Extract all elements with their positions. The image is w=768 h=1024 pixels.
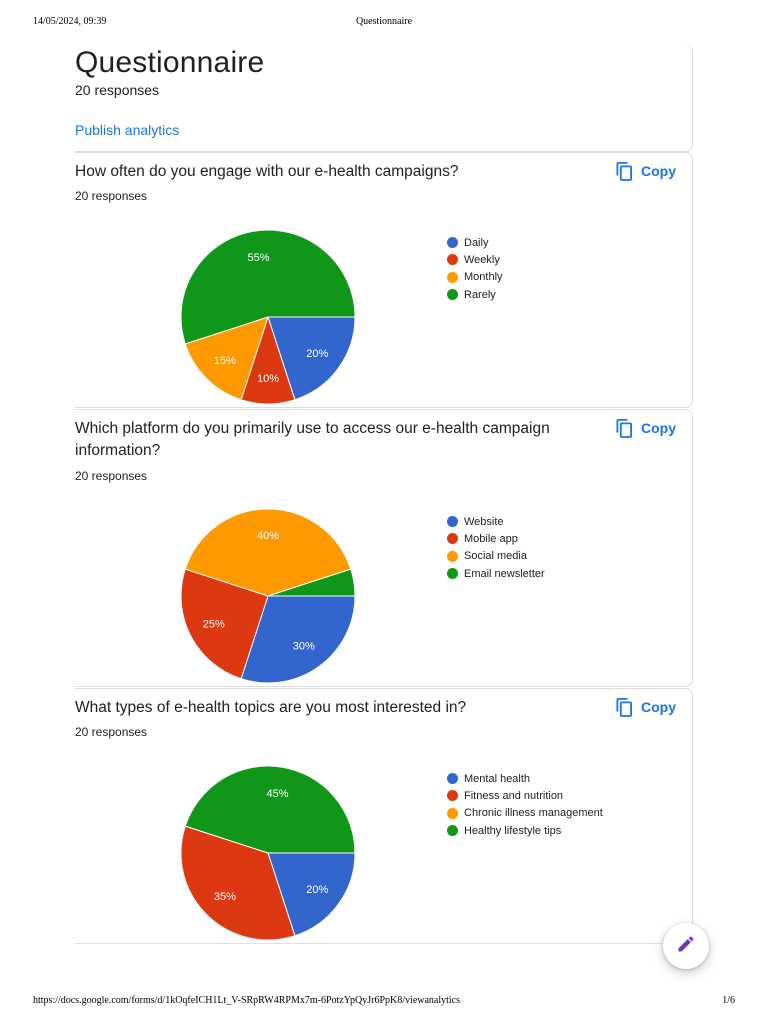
legend-swatch: [447, 254, 458, 266]
legend-swatch: [447, 237, 458, 249]
legend-label: Chronic illness management: [464, 807, 603, 820]
pie-slice-label: 15%: [214, 355, 236, 367]
legend-item[interactable]: Chronic illness management: [447, 805, 603, 822]
legend-item[interactable]: Weekly: [447, 251, 503, 268]
pie-slice-mental-health[interactable]: [267, 852, 356, 937]
print-title: Questionnaire: [355, 16, 413, 27]
pie-slice-daily[interactable]: [267, 316, 356, 401]
pie-slice-fitness-and-nutrition[interactable]: [180, 825, 296, 941]
pie-slice-mobile-app[interactable]: [180, 568, 269, 680]
legend-label: Weekly: [464, 253, 500, 266]
legend-label: Rarely: [464, 288, 496, 301]
question-response-count: 20 responses: [75, 725, 148, 739]
question-response-count: 20 responses: [75, 189, 148, 203]
legend-swatch: [447, 516, 458, 528]
page-number: 1/6: [722, 995, 735, 1006]
pie-slice-label: 20%: [306, 884, 328, 896]
legend-item[interactable]: Daily: [447, 234, 503, 251]
legend-swatch: [447, 790, 458, 802]
pie-chart: 30% 25% 40%: [180, 508, 356, 684]
pie-slice-label: 20%: [306, 348, 328, 360]
copy-icon: [615, 161, 633, 182]
legend-swatch: [447, 289, 458, 301]
pie-slice-label: 40%: [257, 530, 279, 542]
pie-slice-label: 10%: [257, 373, 279, 385]
question-title: How often do you engage with our e-healt…: [75, 163, 459, 180]
pie-slice-label: 30%: [293, 640, 315, 652]
chart-legend: Website Mobile app Social media Email newsl…: [447, 513, 545, 582]
pie-chart: 20% 35% 45%: [180, 765, 356, 941]
copy-label: Copy: [641, 420, 676, 436]
legend-item[interactable]: Mental health: [447, 770, 603, 787]
pie-slice-email-newsletter[interactable]: [267, 568, 356, 597]
legend-swatch: [447, 773, 458, 785]
form-response-count: 20 responses: [75, 82, 160, 98]
legend-item[interactable]: Fitness and nutrition: [447, 787, 603, 804]
legend-label: Fitness and nutrition: [464, 789, 564, 802]
print-footer: https://docs.google.com/forms/d/1kOqfeIC…: [0, 995, 768, 1009]
legend-label: Mobile app: [464, 532, 518, 545]
legend-label: Mental health: [464, 772, 531, 785]
pie-slice-website[interactable]: [240, 595, 356, 684]
copy-label: Copy: [641, 163, 676, 179]
copy-icon: [615, 418, 633, 439]
legend-swatch: [447, 533, 458, 545]
question-response-count: 20 responses: [75, 469, 148, 483]
pie-slice-healthy-lifestyle-tips[interactable]: [184, 765, 356, 854]
chart-legend: Mental health Fitness and nutrition Chroni…: [447, 770, 603, 839]
pie-slice-label: 55%: [247, 252, 269, 264]
question-card-1: How often do you engage with our e-healt…: [75, 152, 693, 408]
pencil-icon: [676, 934, 696, 959]
publish-analytics-link[interactable]: Publish analytics: [75, 122, 180, 138]
legend-label: Monthly: [464, 271, 503, 284]
form-header-card: Questionnaire 20 responses Publish analy…: [75, 44, 693, 152]
legend-label: Daily: [464, 236, 489, 249]
pie-slice-label: 25%: [203, 619, 225, 631]
print-header: 14/05/2024, 09:39 Questionnaire: [0, 16, 768, 30]
legend-swatch: [447, 568, 458, 580]
legend-label: Healthy lifestyle tips: [464, 824, 562, 837]
copy-label: Copy: [641, 699, 676, 715]
legend-swatch: [447, 271, 458, 283]
copy-chart-button[interactable]: Copy: [615, 416, 676, 440]
legend-item[interactable]: Email newsletter: [447, 565, 545, 582]
question-card-2: Which platform do you primarily use to a…: [75, 409, 693, 687]
copy-chart-button[interactable]: Copy: [615, 159, 676, 183]
pie-chart: 20% 10% 15% 55%: [180, 229, 356, 405]
legend-item[interactable]: Social media: [447, 548, 545, 565]
legend-label: Social media: [464, 550, 527, 563]
copy-icon: [615, 697, 633, 718]
legend-swatch: [447, 807, 458, 819]
copy-chart-button[interactable]: Copy: [615, 695, 676, 719]
pie-slice-label: 35%: [214, 891, 236, 903]
print-datetime: 14/05/2024, 09:39: [33, 16, 107, 27]
pie-slice-social-media[interactable]: [184, 508, 352, 597]
legend-item[interactable]: Mobile app: [447, 530, 545, 547]
edit-fab-button[interactable]: [663, 923, 709, 969]
form-title: Questionnaire: [75, 46, 265, 79]
legend-swatch: [447, 550, 458, 562]
question-title: What types of e-health topics are you mo…: [75, 699, 467, 716]
page-url: https://docs.google.com/forms/d/1kOqfeIC…: [33, 995, 461, 1006]
pie-slice-label: 45%: [267, 788, 289, 800]
legend-item[interactable]: Monthly: [447, 269, 503, 286]
question-title: Which platform do you primarily use to a…: [75, 420, 550, 459]
legend-item[interactable]: Website: [447, 513, 545, 530]
legend-label: Email newsletter: [464, 567, 545, 580]
question-card-3: What types of e-health topics are you mo…: [75, 688, 693, 944]
chart-legend: Daily Weekly Monthly Rarely: [447, 234, 503, 303]
pie-slice-rarely[interactable]: [180, 229, 356, 345]
legend-label: Website: [464, 515, 504, 528]
legend-item[interactable]: Healthy lifestyle tips: [447, 822, 603, 839]
legend-swatch: [447, 825, 458, 837]
legend-item[interactable]: Rarely: [447, 286, 503, 303]
